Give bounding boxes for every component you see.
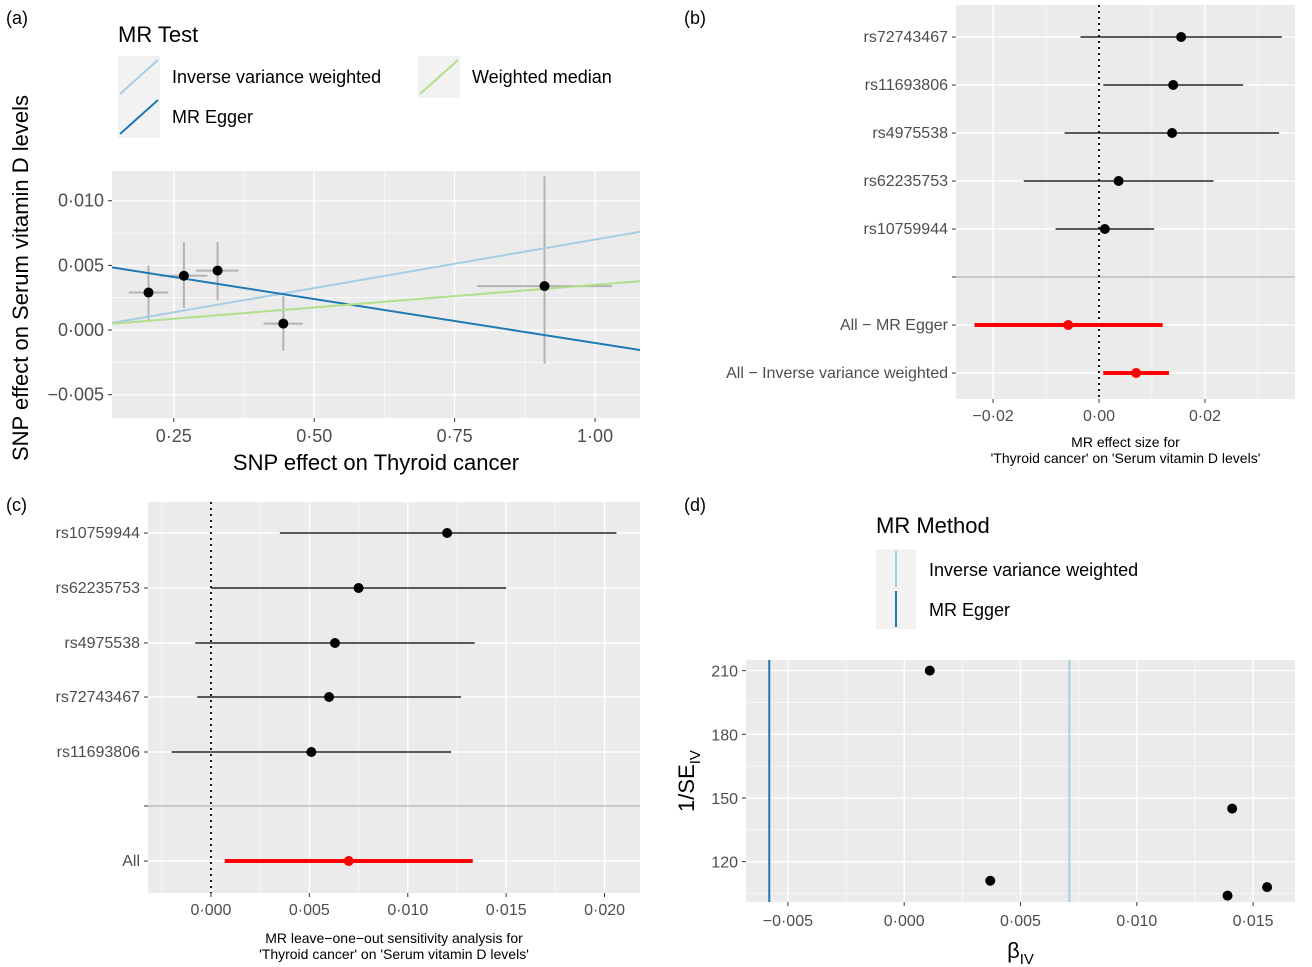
panel-d-tag: (d) bbox=[684, 495, 706, 515]
panel-d-data-point bbox=[1262, 882, 1273, 893]
panel-d-y-tick-label: 210 bbox=[711, 664, 738, 681]
panel-b-background bbox=[956, 5, 1295, 399]
panel-d-data-point bbox=[1227, 803, 1238, 814]
panel-c-row-label: rs72743467 bbox=[55, 689, 140, 706]
panel-b-x-axis-title-line: MR effect size for bbox=[1071, 434, 1180, 450]
panel-d-legend-label: Inverse variance weighted bbox=[929, 560, 1138, 580]
panel-b-estimate-point bbox=[1099, 224, 1110, 234]
panel-a-legend-key-line bbox=[419, 59, 459, 95]
panel-d-data-point bbox=[985, 875, 996, 886]
panel-d-x-axis-title-subscript: IV bbox=[1020, 951, 1034, 967]
panel-d-y-axis-title: 1/SEIV bbox=[674, 750, 704, 812]
panel-b-x-axis-title-line: 'Thyroid cancer' on 'Serum vitamin D lev… bbox=[991, 450, 1261, 466]
panel-c-tag: (c) bbox=[6, 495, 27, 515]
panel-a-data-point bbox=[278, 318, 289, 329]
panel-a-regression-line bbox=[112, 280, 640, 325]
panel-b-estimate-point bbox=[1131, 368, 1142, 378]
panel-c-x-tick-label: 0·020 bbox=[584, 902, 625, 919]
panel-b-estimate-point bbox=[1176, 32, 1187, 42]
panel-c-x-tick-label: 0·010 bbox=[387, 902, 428, 919]
panel-c-x-axis-title-line: MR leave−one−out sensitivity analysis fo… bbox=[265, 930, 523, 946]
panel-a-y-axis-title: SNP effect on Serum vitamin D levels bbox=[8, 95, 33, 461]
panel-b-x-tick-label: 0·00 bbox=[1083, 408, 1115, 425]
panel-c-estimate-point bbox=[324, 692, 335, 702]
panel-c-row-label: rs4975538 bbox=[64, 635, 140, 652]
panel-b-estimate-point bbox=[1063, 320, 1074, 330]
panel-c-row-label: rs62235753 bbox=[55, 580, 140, 597]
panel-b-estimate-point bbox=[1168, 80, 1179, 90]
panel-a-tag: (a) bbox=[6, 8, 28, 28]
panel-a-data-point bbox=[143, 287, 154, 298]
panel-b: (b) −0·02 0·00 0·02 rs72743467 rs11693806 rs4… bbox=[684, 5, 1295, 466]
panel-d-legend-title: MR Method bbox=[876, 513, 990, 538]
panel-d-x-tick-label: −0·005 bbox=[763, 913, 813, 930]
panel-c-x-tick-label: 0·005 bbox=[289, 902, 330, 919]
panel-a-x-tick-label: 0·25 bbox=[156, 426, 192, 446]
panel-b-x-tick-label: 0·02 bbox=[1189, 408, 1221, 425]
panel-d-x-tick-label: 0·010 bbox=[1116, 913, 1157, 930]
panel-a-y-tick-label: 0·000 bbox=[58, 320, 104, 340]
panel-a-x-axis-title: SNP effect on Thyroid cancer bbox=[233, 450, 519, 475]
panel-c-estimate-point bbox=[343, 856, 354, 866]
panel-d-legend-label: MR Egger bbox=[929, 600, 1010, 620]
panel-c-row-label: All bbox=[122, 853, 140, 870]
panel-c-estimate-point bbox=[329, 638, 340, 648]
panel-a-data-point bbox=[539, 281, 550, 292]
panel-c-x-tick-label: 0·000 bbox=[191, 902, 232, 919]
panel-d-x-tick-label: 0·015 bbox=[1233, 913, 1274, 930]
panel-b-row-label: rs72743467 bbox=[863, 29, 948, 46]
panel-d-y-tick-label: 150 bbox=[711, 791, 738, 808]
panel-a-x-tick-label: 0·75 bbox=[437, 426, 473, 446]
panel-d-x-tick-label: 0·000 bbox=[884, 913, 925, 930]
panel-a-legend-label: MR Egger bbox=[172, 107, 253, 127]
panel-a-data-point bbox=[178, 270, 189, 281]
panel-c-estimate-point bbox=[353, 583, 364, 593]
panel-b-x-tick-label: −0·02 bbox=[972, 408, 1013, 425]
panel-b-estimate-point bbox=[1113, 176, 1124, 186]
panel-a: (a) 0·25 0·50 0·75 1·00 −0·005 0·000 0·005 0·01… bbox=[6, 8, 640, 475]
panel-a-legend-label: Inverse variance weighted bbox=[172, 67, 381, 87]
panel-d-data-point bbox=[924, 665, 935, 676]
panel-a-regression-line bbox=[112, 266, 640, 352]
panel-a-x-tick-label: 1·00 bbox=[577, 426, 613, 446]
panel-b-estimate-point bbox=[1167, 128, 1178, 138]
panel-b-tag: (b) bbox=[684, 8, 706, 28]
panel-d-x-tick-label: 0·005 bbox=[1000, 913, 1041, 930]
panel-c-row-label: rs11693806 bbox=[57, 744, 140, 761]
panel-a-legend-key-line bbox=[119, 99, 159, 135]
panel-c-row-label: rs10759944 bbox=[55, 525, 140, 542]
panel-a-data-point bbox=[212, 265, 223, 276]
panel-a-y-tick-label: −0·005 bbox=[47, 385, 104, 405]
panel-c-x-axis-title-line: 'Thyroid cancer' on 'Serum vitamin D lev… bbox=[259, 946, 529, 962]
panel-b-row-label: rs62235753 bbox=[863, 173, 948, 190]
panel-b-row-label: All − MR Egger bbox=[840, 317, 949, 334]
panel-a-y-tick-label: 0·010 bbox=[58, 191, 104, 211]
panel-a-legend-key-line bbox=[119, 59, 159, 95]
panel-b-row-label: rs11693806 bbox=[865, 77, 948, 94]
panel-c: (c) 0·000 0·005 0·010 0·015 0·020 rs10759944 r… bbox=[6, 495, 640, 962]
panel-b-row-label: rs10759944 bbox=[863, 221, 948, 238]
panel-c-estimate-point bbox=[306, 747, 317, 757]
panel-b-row-label: All − Inverse variance weighted bbox=[726, 365, 948, 382]
panel-a-plot-area bbox=[112, 176, 640, 364]
panel-a-legend-title: MR Test bbox=[118, 22, 198, 47]
panel-a-background bbox=[112, 171, 640, 418]
panel-d: (d) −0·005 0·000 0·005 0·010 0·015 120 150 180 2… bbox=[674, 495, 1295, 967]
panel-d-data-point bbox=[1222, 890, 1233, 901]
panel-d-y-axis-title-main: 1/SE bbox=[674, 764, 699, 812]
panel-a-regression-line bbox=[112, 230, 640, 324]
panel-a-legend-label: Weighted median bbox=[472, 67, 612, 87]
panel-d-y-tick-label: 120 bbox=[711, 855, 738, 872]
panel-d-y-tick-label: 180 bbox=[711, 727, 738, 744]
panel-d-x-axis-title-main: β bbox=[1007, 938, 1020, 963]
panel-d-x-axis-title: βIV bbox=[1007, 938, 1034, 967]
panel-d-y-axis-title-subscript: IV bbox=[687, 750, 704, 764]
panel-a-y-tick-label: 0·005 bbox=[58, 255, 104, 275]
panel-c-estimate-point bbox=[442, 528, 453, 538]
panel-a-x-tick-label: 0·50 bbox=[296, 426, 332, 446]
panel-c-x-tick-label: 0·015 bbox=[486, 902, 527, 919]
panel-b-row-label: rs4975538 bbox=[872, 125, 948, 142]
